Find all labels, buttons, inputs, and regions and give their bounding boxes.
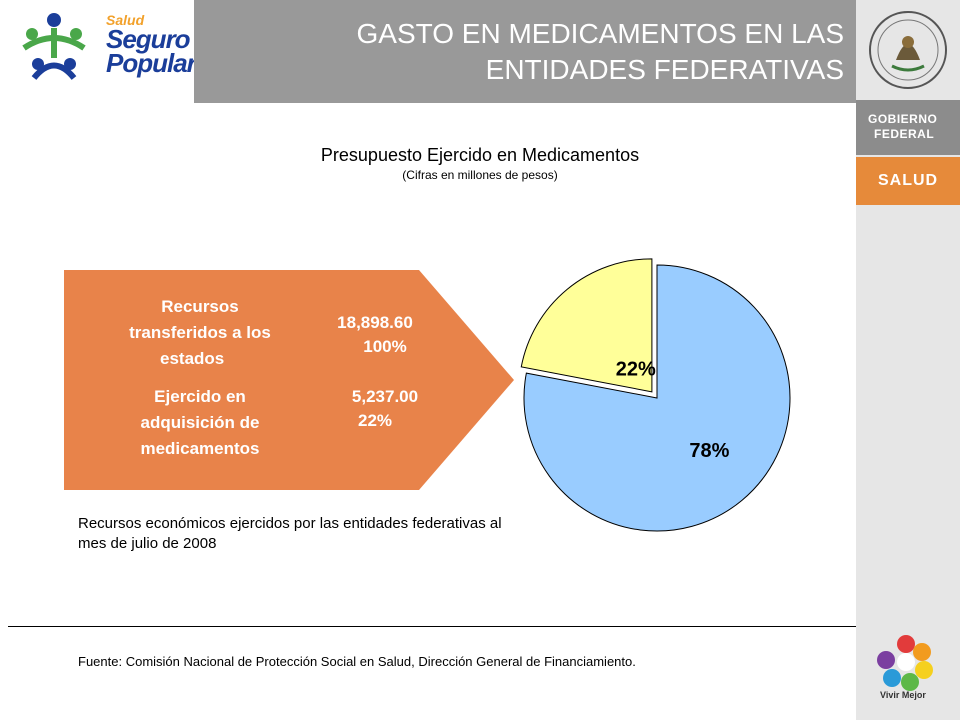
chart-title: Presupuesto Ejercido en Medicamentos xyxy=(0,145,960,166)
mexican-coat-of-arms-icon xyxy=(869,11,947,89)
logo-text-popular: Popular xyxy=(106,48,197,78)
row2-label-line-2: adquisición de xyxy=(140,413,260,432)
pie-slice-label: 22% xyxy=(616,359,656,381)
vivir-mejor-logo-icon xyxy=(877,635,933,691)
summary-arrow-box: Recursos transferidos a los estados 18,8… xyxy=(64,270,514,490)
row2-percent: 22% xyxy=(357,411,393,430)
pie-slice-label: 78% xyxy=(689,440,729,462)
chart-subtitle: (Cifras en millones de pesos) xyxy=(0,168,960,182)
row1-label-line-1: Recursos xyxy=(161,297,239,316)
pie-chart: 78% 22% xyxy=(520,258,791,532)
row2-label-line-3: medicamentos xyxy=(140,439,260,458)
row1-value: 18,898.60 xyxy=(337,313,413,332)
logo-text-salud: Salud xyxy=(106,12,145,28)
salud-text: SALUD xyxy=(878,172,939,189)
right-sidebar: GOBIERNO FEDERAL SALUD xyxy=(856,0,960,720)
gobierno-text: GOBIERNO xyxy=(868,112,938,126)
federal-text: FEDERAL xyxy=(874,127,935,141)
row1-percent: 100% xyxy=(363,337,407,356)
vivir-mejor-text: Vivir Mejor xyxy=(880,690,926,700)
row1-label-line-3: estados xyxy=(160,349,225,368)
footer-divider xyxy=(8,626,856,627)
pie-slice-22 xyxy=(520,258,653,393)
page-title-line-1: GASTO EN MEDICAMENTOS EN LAS xyxy=(356,18,844,49)
chart-title-text: Presupuesto Ejercido en Medicamentos xyxy=(320,145,640,165)
chart-subtitle-text: (Cifras en millones de pesos) xyxy=(402,168,558,182)
arrow-shape xyxy=(64,270,514,490)
row2-label-line-1: Ejercido en xyxy=(154,387,246,406)
header-title-bar: GASTO EN MEDICAMENTOS EN LAS ENTIDADES F… xyxy=(194,0,856,103)
gobierno-federal-banner: GOBIERNO FEDERAL xyxy=(856,100,960,155)
page-title-line-2: ENTIDADES FEDERATIVAS xyxy=(485,54,844,85)
chart-caption: Recursos económicos ejercidos por las en… xyxy=(78,515,502,552)
salud-banner: SALUD xyxy=(856,157,960,205)
source-note: Fuente: Comisión Nacional de Protección … xyxy=(78,654,636,669)
seguro-popular-logo: Salud Seguro Popular xyxy=(14,8,197,88)
seguro-popular-logo-icon xyxy=(22,13,86,80)
row1-label-line-2: transferidos a los xyxy=(129,323,271,342)
logo-text-seguro: Seguro xyxy=(106,24,191,54)
pie-slice-78 xyxy=(523,264,791,532)
row2-value: 5,237.00 xyxy=(351,387,419,406)
